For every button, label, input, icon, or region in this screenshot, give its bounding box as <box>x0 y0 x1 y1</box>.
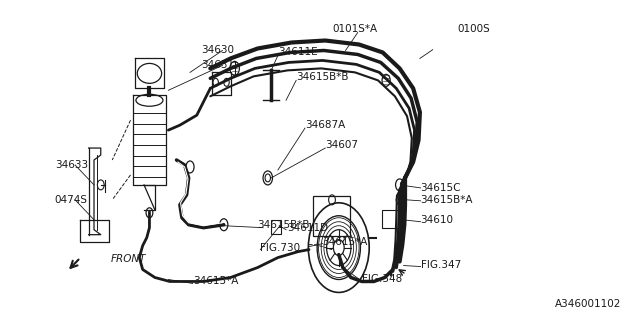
Text: 0101S*A: 0101S*A <box>332 24 377 34</box>
Text: FIG.348: FIG.348 <box>362 275 403 284</box>
Text: 34615*A: 34615*A <box>193 276 238 286</box>
Text: FRONT: FRONT <box>110 253 146 264</box>
Text: 34607: 34607 <box>325 140 358 150</box>
Text: 34631: 34631 <box>201 60 234 70</box>
Text: 34611E: 34611E <box>278 47 317 58</box>
Text: FIG.347: FIG.347 <box>420 260 461 269</box>
Text: 34615*A: 34615*A <box>323 237 368 247</box>
Text: 34615B*A: 34615B*A <box>420 195 473 205</box>
Text: A346001102: A346001102 <box>555 300 621 309</box>
Text: 34610: 34610 <box>420 215 454 225</box>
Text: 34687A: 34687A <box>305 120 345 130</box>
Text: 34630: 34630 <box>201 45 234 55</box>
Text: 0474S: 0474S <box>55 195 88 205</box>
Text: 34615B*B: 34615B*B <box>258 220 310 230</box>
Text: FIG.730: FIG.730 <box>260 243 300 252</box>
Text: 34611D: 34611D <box>287 223 328 233</box>
Text: 34633: 34633 <box>55 160 88 170</box>
Text: 34615B*B: 34615B*B <box>296 72 349 82</box>
Text: 34615C: 34615C <box>420 183 461 193</box>
Text: 0100S: 0100S <box>458 24 490 34</box>
